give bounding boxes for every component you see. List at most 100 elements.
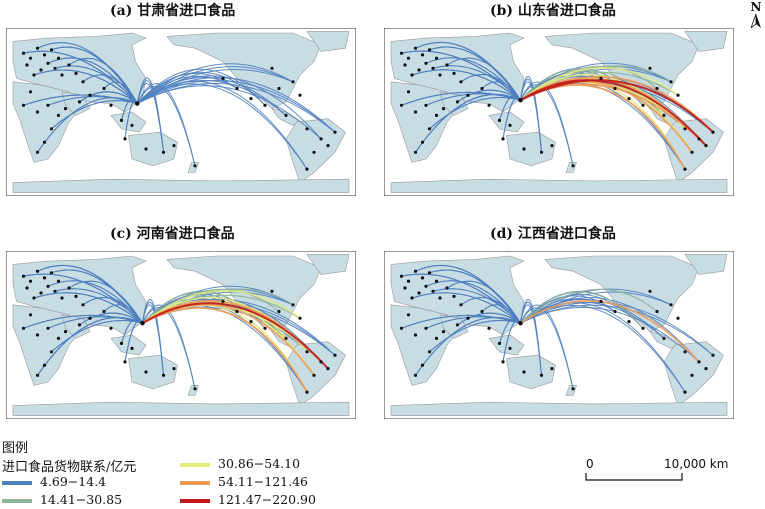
north-arrow: N (750, 0, 762, 31)
land-antarctica (390, 178, 728, 193)
land-layer (12, 254, 350, 416)
panel-title-a: (a) 甘肃省进口食品 (110, 3, 236, 19)
city-point (424, 326, 428, 330)
land-north-america (544, 255, 700, 332)
legend-swatch-4 (180, 481, 210, 485)
city-point (102, 86, 106, 91)
city-point (410, 296, 414, 300)
city-point (445, 63, 449, 67)
city-point (81, 303, 85, 307)
city-point (123, 360, 127, 364)
legend-label-5: 121.47−220.90 (218, 492, 316, 507)
city-point (399, 103, 404, 107)
land-layer (12, 31, 350, 193)
city-point (326, 144, 330, 148)
city-point (427, 48, 432, 52)
city-point (63, 330, 68, 334)
flow-arc-l5 (519, 79, 707, 147)
city-point (298, 316, 302, 320)
city-point (312, 150, 316, 154)
land-greenland (684, 254, 728, 275)
north-label: N (750, 0, 762, 14)
land-south-america (285, 118, 346, 184)
flow-arc-l4 (520, 300, 700, 363)
city-point (35, 269, 40, 273)
legend-swatch-3 (180, 463, 210, 467)
city-layer (399, 46, 715, 171)
city-point (627, 320, 631, 324)
city-point (35, 333, 40, 337)
flow-arc-l1 (136, 68, 266, 106)
city-point (539, 150, 544, 154)
land-australia (128, 354, 178, 390)
flow-arc-l1 (520, 299, 542, 376)
flow-arc-l1 (33, 292, 143, 324)
land-north-america (166, 32, 322, 109)
flow-arc-l1 (415, 93, 521, 153)
city-point (613, 86, 617, 91)
city-point (35, 373, 40, 377)
city-point (333, 130, 337, 134)
land-north-america (544, 32, 700, 109)
city-point (697, 360, 701, 364)
city-point (284, 336, 288, 340)
flow-arc-l2 (520, 288, 658, 324)
flow-arc-l1 (137, 77, 336, 133)
land-north-america (166, 255, 322, 332)
city-point (28, 56, 33, 60)
city-point (704, 367, 708, 371)
city-point (399, 274, 404, 278)
map-panel-d (384, 251, 734, 419)
city-point (406, 90, 411, 94)
flow-arc-l1 (401, 314, 521, 329)
city-point (25, 63, 29, 67)
city-point (431, 66, 435, 70)
legend-title: 图例 (2, 441, 29, 456)
city-point (459, 80, 463, 84)
city-point (683, 127, 687, 131)
city-point (305, 390, 309, 394)
legend-label-3: 30.86−54.10 (218, 456, 301, 471)
city-point (627, 97, 631, 101)
city-point (25, 286, 29, 290)
flow-layer (401, 41, 714, 170)
city-point (480, 86, 484, 91)
flow-arc-l1 (520, 298, 665, 339)
city-point (641, 103, 645, 107)
land-layer (390, 254, 728, 416)
city-point (277, 309, 281, 314)
land-europe-asia (390, 32, 525, 113)
flow-arc-l1 (23, 50, 138, 104)
flow-arc-l1 (37, 97, 138, 153)
land-australia (506, 354, 556, 390)
flow-arc-l1 (520, 304, 574, 389)
city-point (193, 387, 197, 391)
city-point (424, 61, 428, 65)
city-point (455, 100, 460, 104)
city-point (417, 68, 421, 72)
city-point (123, 137, 127, 141)
city-point (130, 123, 134, 127)
land-antarctica (12, 178, 350, 193)
city-point (704, 144, 708, 148)
city-point (130, 346, 134, 350)
flow-arc-l1 (51, 269, 143, 324)
city-point (522, 370, 526, 374)
city-point (28, 313, 33, 317)
city-point (35, 150, 40, 154)
city-point (417, 291, 421, 295)
flow-arc-l1 (37, 316, 143, 376)
city-point (319, 360, 323, 364)
city-point (655, 309, 659, 314)
city-point (420, 276, 425, 280)
flow-arc-l1 (137, 85, 322, 140)
origin-point (135, 101, 140, 106)
panel-title-c: (c) 河南省进口食品 (110, 226, 235, 242)
city-point (284, 113, 288, 117)
city-point (599, 299, 603, 303)
flow-arc-l1 (51, 46, 138, 104)
city-point (46, 326, 50, 330)
city-point (53, 66, 57, 70)
scale-start-label: 0 (586, 457, 594, 471)
city-point (550, 144, 554, 148)
